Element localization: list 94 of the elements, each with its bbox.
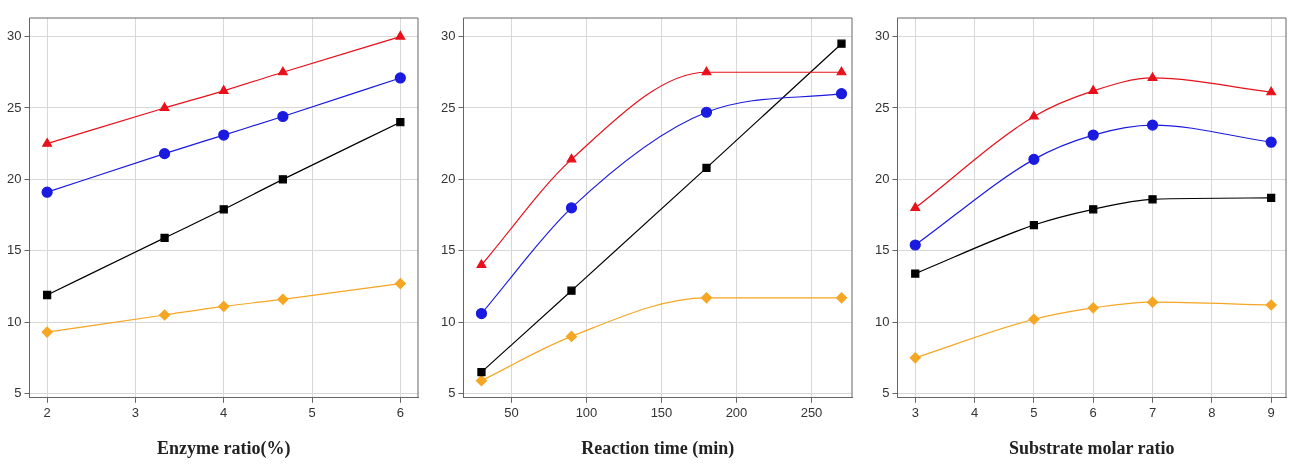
y-tick-label: 10 xyxy=(874,313,890,329)
x-tick-label: 3 xyxy=(911,405,919,421)
y-tick-label: 15 xyxy=(6,242,22,258)
point xyxy=(42,290,52,300)
point xyxy=(394,72,406,84)
point xyxy=(1028,313,1040,325)
x-tick-label: 5 xyxy=(308,405,316,421)
point xyxy=(835,292,848,304)
x-tick-label: 9 xyxy=(1267,405,1275,421)
x-axis-title: Enzyme ratio(%) xyxy=(157,437,291,459)
x-axis-title: Substrate molar ratio xyxy=(1008,437,1175,458)
point xyxy=(158,309,171,321)
y-tick-label: 30 xyxy=(6,28,22,44)
point xyxy=(477,367,486,377)
point xyxy=(910,202,921,211)
point xyxy=(565,330,578,342)
point xyxy=(835,88,848,100)
point xyxy=(567,286,576,295)
point xyxy=(42,138,53,147)
y-tick-label: 15 xyxy=(874,242,890,258)
y-tick-label: 30 xyxy=(874,28,890,44)
point xyxy=(836,66,847,76)
y-tick-label: 20 xyxy=(440,170,456,186)
y-tick-label: 25 xyxy=(6,99,22,115)
point xyxy=(702,163,711,173)
point xyxy=(1087,129,1099,141)
point xyxy=(1148,195,1157,204)
x-tick-label: 2 xyxy=(43,405,51,421)
point xyxy=(566,153,577,163)
point xyxy=(219,205,228,214)
point xyxy=(277,293,289,305)
y-tick-label: 10 xyxy=(440,313,456,329)
point xyxy=(700,106,713,118)
x-tick-label: 7 xyxy=(1148,405,1157,421)
point xyxy=(1267,193,1276,203)
point xyxy=(700,292,713,304)
point xyxy=(41,186,53,198)
point xyxy=(475,307,488,320)
y-tick-label: 30 xyxy=(440,28,456,44)
point xyxy=(278,175,288,184)
point xyxy=(1088,85,1099,94)
point xyxy=(277,66,288,76)
x-tick-label: 8 xyxy=(1208,405,1216,421)
point xyxy=(1087,302,1099,314)
x-tick-label: 6 xyxy=(1089,405,1097,421)
y-tick-label: 25 xyxy=(874,99,890,115)
x-tick-label: 6 xyxy=(396,405,404,421)
point xyxy=(41,326,53,338)
point xyxy=(277,110,289,123)
y-tick-label: 10 xyxy=(6,313,22,329)
y-tick-label: 5 xyxy=(14,385,22,401)
y-tick-label: 15 xyxy=(440,242,456,258)
x-tick-label: 4 xyxy=(220,405,228,421)
point xyxy=(218,85,229,94)
y-tick-label: 5 xyxy=(448,385,456,401)
point xyxy=(159,102,170,112)
x-tick-label: 150 xyxy=(650,405,673,421)
point xyxy=(160,233,169,243)
point xyxy=(911,269,920,278)
x-tick-label: 5 xyxy=(1030,405,1038,421)
x-tick-label: 3 xyxy=(131,405,140,421)
point xyxy=(396,118,405,127)
point xyxy=(158,148,171,160)
y-tick-label: 20 xyxy=(874,170,890,186)
x-axis-title: Reaction time (min) xyxy=(581,437,735,459)
point xyxy=(1028,110,1039,120)
point xyxy=(909,352,921,364)
point xyxy=(837,39,846,48)
point xyxy=(1146,119,1159,131)
point xyxy=(909,239,921,251)
point xyxy=(218,300,230,313)
point xyxy=(1028,153,1040,165)
y-tick-label: 25 xyxy=(440,99,456,115)
y-tick-label: 5 xyxy=(882,385,890,401)
point xyxy=(1029,220,1039,230)
point xyxy=(476,259,487,269)
x-tick-label: 200 xyxy=(725,405,748,421)
x-tick-label: 100 xyxy=(575,405,598,421)
point xyxy=(565,202,578,214)
point xyxy=(1147,72,1158,82)
point xyxy=(394,277,406,290)
point xyxy=(395,30,406,40)
point xyxy=(1146,296,1159,308)
point xyxy=(1089,205,1098,214)
x-tick-label: 50 xyxy=(504,405,519,421)
point xyxy=(475,375,488,387)
x-tick-label: 4 xyxy=(970,405,979,421)
point xyxy=(1265,299,1277,311)
x-tick-label: 250 xyxy=(800,405,823,421)
point xyxy=(1265,136,1277,148)
point xyxy=(1266,86,1277,96)
point xyxy=(701,66,712,76)
point xyxy=(218,129,230,141)
y-tick-label: 20 xyxy=(6,170,22,186)
